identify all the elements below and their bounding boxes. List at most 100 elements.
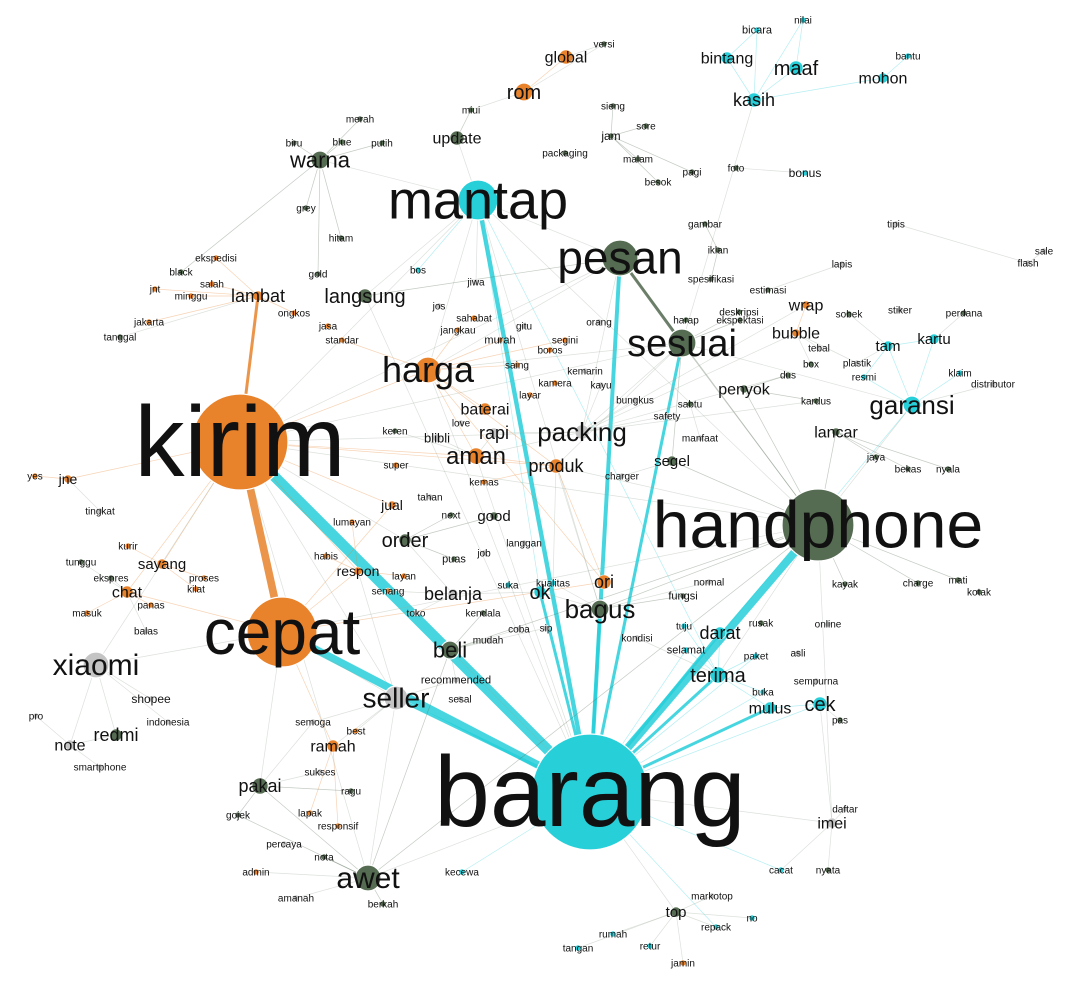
label-tunggu: tunggu <box>66 557 97 568</box>
node-habis <box>322 552 330 560</box>
label-cacat: cacat <box>769 865 793 876</box>
edge-mantap-harga <box>427 199 479 371</box>
edge-barang-garansi <box>589 404 913 793</box>
label-bekas: bekas <box>895 464 922 475</box>
node-bicara <box>753 26 761 34</box>
label-ragu: ragu <box>341 786 361 797</box>
label-barang: barang <box>434 736 745 848</box>
label-nota: nota <box>314 852 334 863</box>
node-ekspres <box>107 574 115 582</box>
node-ongkos <box>290 309 298 317</box>
node-sesal <box>456 695 464 703</box>
edge-belanja-toko <box>415 593 454 614</box>
label-mati: mati <box>949 575 968 586</box>
edge-handphone-mantap <box>477 199 819 526</box>
edge-packing-kardus <box>581 400 817 433</box>
node-paket <box>752 652 760 660</box>
label-pesan: pesan <box>557 232 682 284</box>
node-suka <box>504 581 512 589</box>
node-jne <box>63 474 73 484</box>
label-layar: layar <box>519 390 541 401</box>
label-tahan: tahan <box>417 492 442 503</box>
node-murah <box>496 336 504 344</box>
edge-produk-kemas <box>483 465 557 483</box>
node-aman <box>467 447 485 465</box>
edge-aman-keren <box>394 430 477 457</box>
edge-seller-respon <box>357 570 397 699</box>
node-lapak <box>306 809 314 817</box>
label-berkah: berkah <box>368 899 399 910</box>
node-pesan <box>601 239 639 277</box>
label-pro: pro <box>29 711 44 722</box>
node-love <box>457 419 465 427</box>
node-keren <box>391 427 399 435</box>
label-baterai: baterai <box>461 401 510 418</box>
label-bos: bos <box>410 265 426 276</box>
edge-handphone-awet <box>367 524 819 879</box>
node-kurir <box>124 542 132 550</box>
label-charger: charger <box>605 471 640 482</box>
node-harap <box>682 316 690 324</box>
node-plastik <box>853 359 861 367</box>
node-stiker <box>896 306 904 314</box>
node-repack <box>712 923 720 931</box>
label-pagi: pagi <box>683 167 702 178</box>
edge-kirim-mantap <box>239 199 479 443</box>
label-respon: respon <box>337 563 380 579</box>
node-penyok <box>739 384 749 394</box>
edge-mantap-warna <box>319 159 479 201</box>
node-ori <box>596 574 612 590</box>
label-order: order <box>382 530 429 552</box>
label-balas: balas <box>134 626 158 637</box>
node-charge <box>914 579 922 587</box>
node-deskripsi <box>735 308 743 316</box>
node-mantap <box>457 179 499 221</box>
label-terima: terima <box>690 665 746 687</box>
node-grey <box>302 204 310 212</box>
label-segel: segel <box>654 453 690 470</box>
label-layan: layan <box>392 571 416 582</box>
node-proses <box>200 574 208 582</box>
edge-mohon-bantu <box>882 55 909 79</box>
label-puas: puas <box>442 554 466 566</box>
label-mantap: mantap <box>388 170 568 230</box>
label-harga: harga <box>382 349 475 390</box>
label-kualitas: kualitas <box>536 578 570 589</box>
edge-handphone-produk <box>555 465 819 526</box>
node-maaf <box>788 60 804 76</box>
node-respon <box>353 566 363 576</box>
label-grey: grey <box>296 203 315 214</box>
node-minggu <box>187 292 195 300</box>
label-bintang: bintang <box>701 50 754 67</box>
edge-beli-coba <box>449 628 520 651</box>
node-kartu <box>928 333 940 345</box>
node-yes <box>31 472 39 480</box>
edge-top-no <box>675 911 753 919</box>
node-pro <box>32 712 40 720</box>
edge-kirim-packing <box>239 431 583 443</box>
label-ori: ori <box>594 572 614 592</box>
edge-pakai-sukses <box>259 771 321 787</box>
node-kemas <box>480 478 488 486</box>
node-tangan <box>574 944 582 952</box>
node-puas <box>450 555 458 563</box>
node-gitu <box>520 322 528 330</box>
edge-beli-sip <box>449 627 547 651</box>
edge-jam-sore <box>610 125 647 137</box>
edge-rom-versi <box>523 43 605 93</box>
label-hitam: hitam <box>329 233 353 244</box>
label-nyata: nyata <box>816 865 841 876</box>
label-kilat: kilat <box>187 584 205 595</box>
edge-seller-semoga <box>312 697 397 723</box>
edge-bagus-normal <box>599 581 710 610</box>
node-rom <box>514 82 534 102</box>
label-manfaat: manfaat <box>682 433 718 444</box>
label-sieng: sieng <box>601 101 625 112</box>
node-nyata <box>824 866 832 874</box>
node-sayang <box>156 558 168 570</box>
node-kendala <box>479 609 487 617</box>
label-gojek: gojek <box>226 810 251 821</box>
edge-tingkat-jne <box>67 478 101 512</box>
label-merah: merah <box>346 114 374 125</box>
label-asli: asli <box>790 648 805 659</box>
